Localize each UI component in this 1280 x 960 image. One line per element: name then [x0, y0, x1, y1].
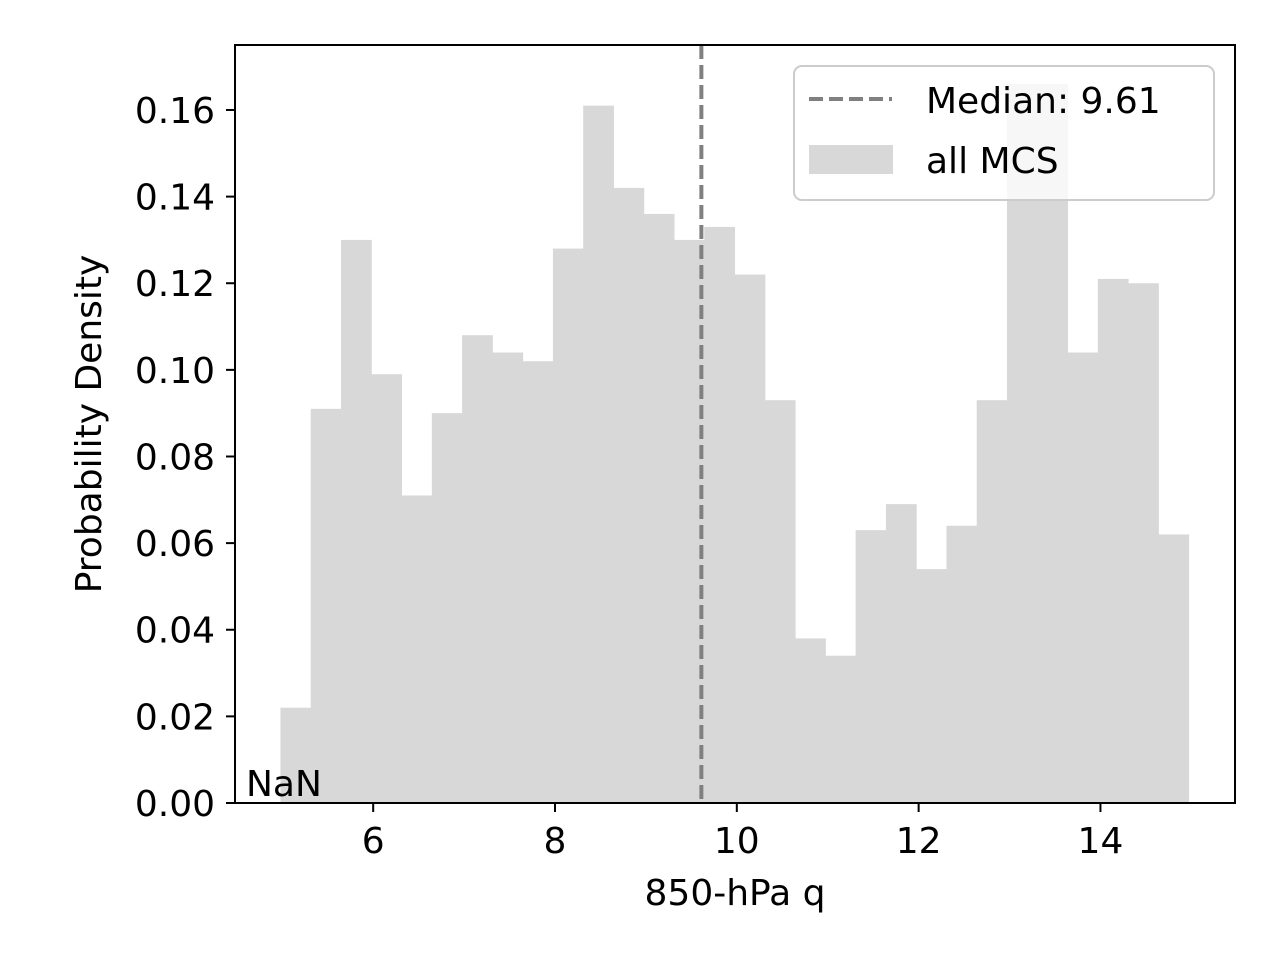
legend-bar-swatch — [809, 145, 893, 174]
histogram-bar — [704, 226, 736, 804]
histogram-bar — [310, 408, 342, 803]
histogram-bar — [401, 495, 433, 803]
histogram-bar — [825, 655, 857, 803]
legend-box — [793, 65, 1215, 201]
histogram-bar — [522, 361, 554, 803]
histogram-bar — [431, 413, 463, 803]
histogram-bar — [795, 638, 826, 803]
histogram-bar — [583, 105, 614, 803]
histogram-bar — [1067, 352, 1099, 803]
y-tick-label: 0.04 — [135, 611, 215, 652]
y-tick-label: 0.14 — [135, 178, 215, 219]
histogram-bar — [1128, 283, 1159, 803]
histogram-bar — [613, 187, 645, 804]
y-tick-label: 0.06 — [135, 524, 215, 565]
histogram-bar — [1097, 278, 1129, 803]
x-tick-label: 12 — [896, 821, 942, 862]
histogram-bar — [946, 525, 978, 803]
legend-median-label: Median: 9.61 — [926, 81, 1161, 122]
histogram-bar — [1037, 83, 1069, 804]
histogram-bar — [492, 352, 524, 803]
histogram-bar — [371, 374, 403, 803]
histogram-bar — [764, 400, 796, 803]
histogram-bar — [916, 569, 947, 803]
y-tick-label: 0.08 — [135, 437, 215, 478]
x-tick-label: 8 — [544, 821, 567, 862]
histogram-bar — [1158, 534, 1190, 803]
x-tick-label: 6 — [362, 821, 385, 862]
x-tick-label: 10 — [714, 821, 760, 862]
legend-series-label: all MCS — [926, 141, 1059, 182]
x-axis-label: 850-hPa q — [645, 873, 826, 914]
histogram-bar — [552, 248, 584, 803]
histogram-bar — [280, 707, 312, 803]
y-axis-label: Probability Density — [69, 255, 110, 594]
histogram-bar — [885, 504, 917, 803]
histogram-bar — [976, 400, 1008, 803]
y-tick-label: 0.00 — [135, 784, 215, 825]
nan-annotation: NaN — [246, 764, 322, 805]
plot-frame — [234, 44, 1236, 804]
histogram-bar — [643, 213, 675, 803]
histogram-bar — [462, 335, 493, 803]
y-tick-label: 0.10 — [135, 351, 215, 392]
y-axis-ticks: 0.00 0.02 0.04 0.06 0.08 0.10 0.12 0.14 0.16 — [135, 91, 235, 825]
histogram-bar — [341, 239, 372, 803]
x-tick-label: 14 — [1078, 821, 1124, 862]
histogram-bar — [855, 530, 887, 803]
y-tick-label: 0.02 — [135, 697, 215, 738]
legend: Median: 9.61 all MCS — [793, 65, 1215, 201]
y-tick-label: 0.12 — [135, 264, 215, 305]
x-axis-ticks: 6 8 10 12 14 — [362, 803, 1124, 862]
histogram-bars — [280, 83, 1190, 804]
y-tick-label: 0.16 — [135, 91, 215, 132]
histogram-bar — [1007, 83, 1038, 804]
histogram-bar — [734, 274, 766, 804]
